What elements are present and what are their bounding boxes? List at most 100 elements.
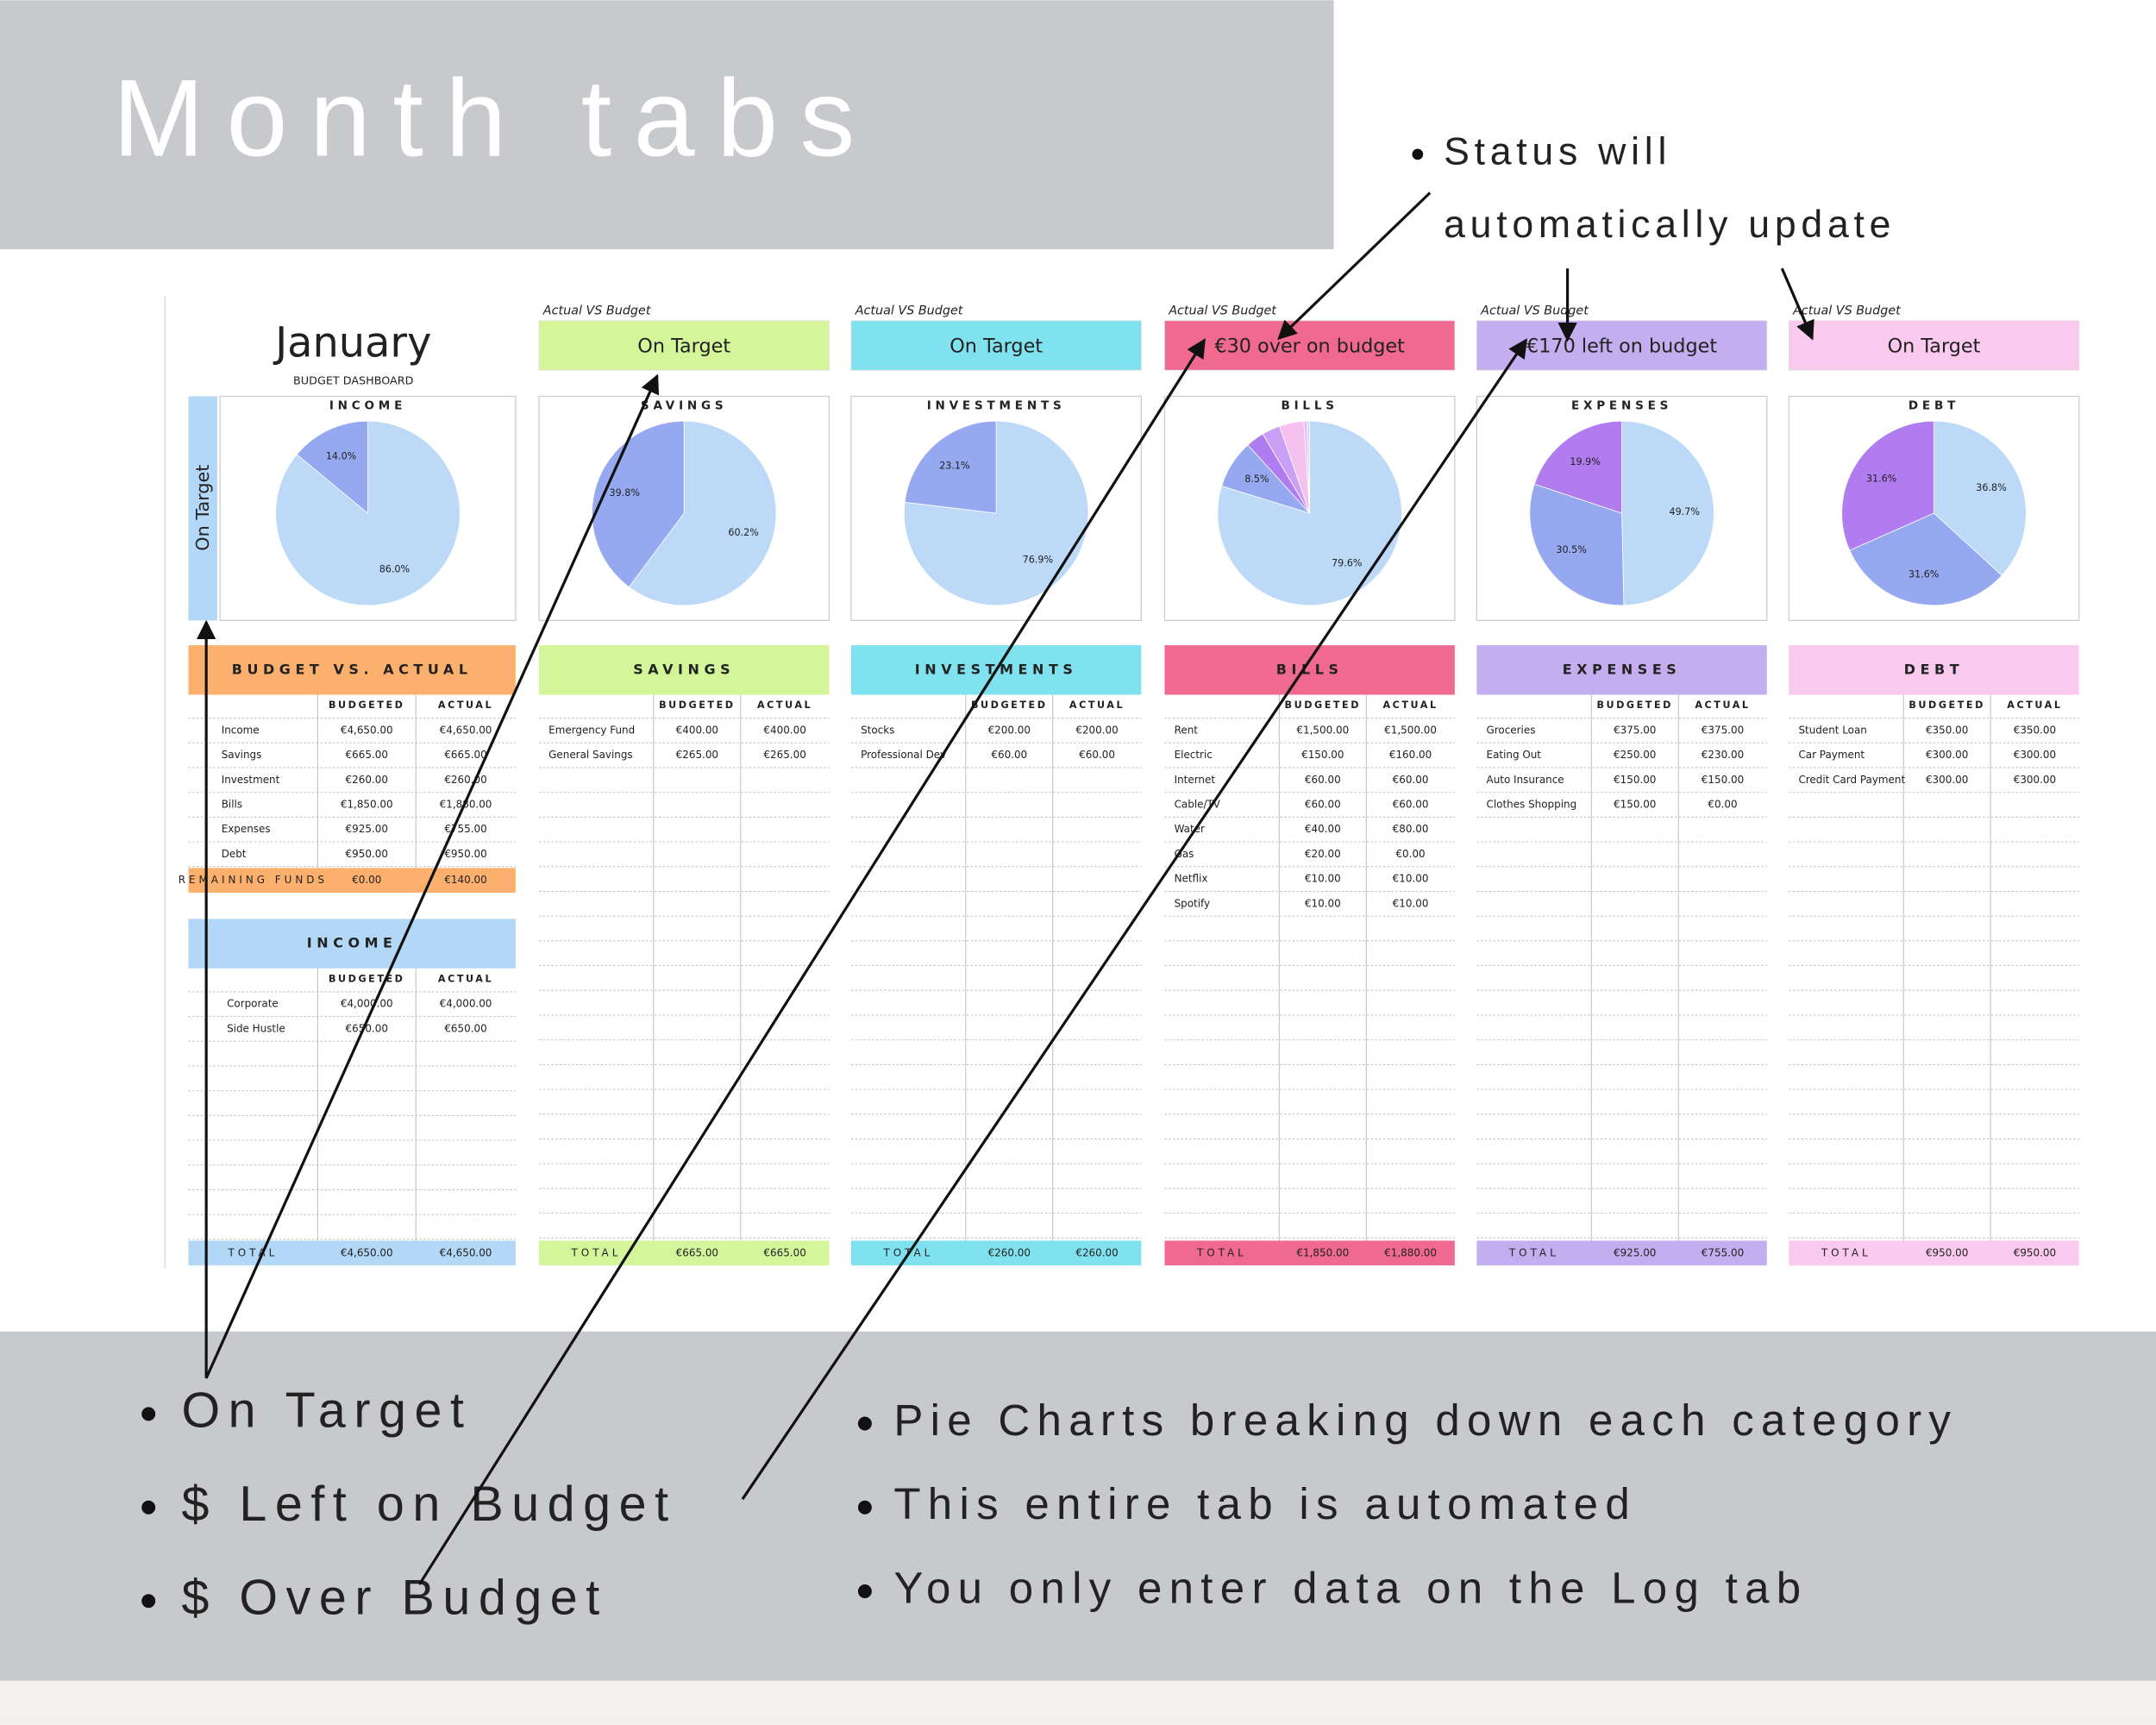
pie-label: 76.9% bbox=[1023, 554, 1053, 565]
pie-label: 60.2% bbox=[728, 527, 758, 538]
table-title: BILLS bbox=[1276, 661, 1344, 677]
table-header bbox=[1789, 645, 2079, 695]
footer-cell: €755.00 bbox=[1702, 1246, 1744, 1258]
table-cell: €0.00 bbox=[1395, 848, 1425, 860]
table-cell: €300.00 bbox=[1926, 774, 1968, 786]
table-cell: €665.00 bbox=[444, 749, 486, 761]
pie-label: 14.0% bbox=[326, 450, 356, 461]
footer-cell: €0.00 bbox=[352, 874, 381, 886]
month-title: January bbox=[273, 320, 431, 367]
column-header: BUDGETED bbox=[1285, 699, 1362, 711]
arrow bbox=[417, 338, 1206, 1585]
pie-label: 39.8% bbox=[610, 487, 640, 499]
footer-cell: €260.00 bbox=[1075, 1246, 1118, 1258]
table-cell: €4,000.00 bbox=[440, 998, 492, 1010]
footer-cell: €950.00 bbox=[2014, 1246, 2056, 1258]
column-header: BUDGETED bbox=[329, 699, 405, 711]
status-box bbox=[1788, 320, 2080, 371]
callout-text: automatically update bbox=[1444, 204, 1896, 246]
bullet bbox=[857, 1500, 872, 1515]
pie-slice bbox=[904, 420, 997, 514]
pie-label: 31.6% bbox=[1908, 569, 1939, 580]
table-cell: €10.00 bbox=[1393, 897, 1429, 909]
bullet bbox=[141, 1594, 156, 1609]
pie-label: 23.1% bbox=[939, 461, 969, 472]
arrows bbox=[196, 191, 1814, 1585]
footer-cell: €1,880.00 bbox=[1384, 1246, 1437, 1258]
table-cell: €200.00 bbox=[1075, 724, 1118, 736]
table-cell: Netflix bbox=[1175, 873, 1208, 885]
table-cell: €650.00 bbox=[444, 1022, 486, 1034]
status-label: Actual VS Budget bbox=[1792, 304, 1902, 318]
bullet bbox=[857, 1584, 872, 1598]
table-cell: €300.00 bbox=[2014, 774, 2056, 786]
arrow bbox=[741, 338, 1528, 1501]
table-cell: €1,850.00 bbox=[341, 799, 393, 811]
table-cell: Credit Card Payment bbox=[1798, 774, 1905, 786]
column-header: BUDGETED bbox=[971, 699, 1048, 711]
pie-slice bbox=[1621, 420, 1714, 606]
table-cell: €40.00 bbox=[1305, 823, 1341, 835]
column-header: BUDGETED bbox=[659, 699, 736, 711]
table-header bbox=[188, 919, 516, 969]
table-cell: €60.00 bbox=[1305, 774, 1341, 786]
table-footer bbox=[188, 868, 516, 894]
table-cell: Debt bbox=[222, 848, 247, 860]
status-side: On Target bbox=[192, 465, 213, 551]
table-cell: €230.00 bbox=[1702, 749, 1744, 761]
status-label: Actual VS Budget bbox=[1480, 304, 1589, 318]
callout-text: $ Left on Budget bbox=[181, 1477, 676, 1532]
table-footer bbox=[850, 1240, 1142, 1266]
callout-text: You only enter data on the Log tab bbox=[893, 1564, 1808, 1613]
pie-slice bbox=[1306, 420, 1311, 514]
pie-slice bbox=[1841, 420, 1934, 551]
pie-slice bbox=[1849, 512, 2002, 606]
table-cell: €400.00 bbox=[763, 724, 805, 736]
status-label: Actual VS Budget bbox=[855, 304, 964, 318]
table-cell: Internet bbox=[1175, 774, 1216, 786]
table-cell: €375.00 bbox=[1614, 724, 1656, 736]
dashboard: January BUDGET DASHBOARD On Target INCOME 86… bbox=[179, 304, 2080, 1266]
table-footer bbox=[539, 1240, 830, 1266]
footer-cell: REMAINING FUNDS bbox=[179, 874, 328, 886]
pie-slice bbox=[1934, 420, 2027, 576]
status-box bbox=[1164, 320, 1456, 371]
column-header: ACTUAL bbox=[1069, 699, 1125, 711]
table-cell: €1,500.00 bbox=[1384, 724, 1437, 736]
table-cell: €80.00 bbox=[1393, 823, 1429, 835]
bullet bbox=[857, 1416, 872, 1431]
table-cell: €650.00 bbox=[346, 1022, 388, 1034]
footer-cell: TOTAL bbox=[1196, 1246, 1247, 1258]
table-cell: €950.00 bbox=[444, 848, 486, 860]
table-footer bbox=[1789, 1240, 2079, 1266]
status-label: Actual VS Budget bbox=[1168, 304, 1277, 318]
table-cell: €350.00 bbox=[2014, 724, 2056, 736]
table-cell: €200.00 bbox=[988, 724, 1031, 736]
table-header bbox=[1164, 645, 1455, 695]
status-text: €170 left on budget bbox=[1526, 336, 1717, 358]
pie-slice bbox=[628, 420, 777, 606]
footer-cell: €950.00 bbox=[1926, 1246, 1968, 1258]
table-cell: €4,650.00 bbox=[341, 724, 393, 736]
table-title: EXPENSES bbox=[1563, 661, 1682, 677]
table-header bbox=[539, 645, 830, 695]
pie-slice bbox=[1533, 420, 1622, 514]
arrow bbox=[1780, 267, 1814, 341]
callout-text: Pie Charts breaking down each category bbox=[893, 1396, 1958, 1445]
footer-cell: €665.00 bbox=[676, 1246, 718, 1258]
table-cell: €150.00 bbox=[1614, 774, 1656, 786]
table-cell: €1,500.00 bbox=[1296, 724, 1349, 736]
table-cell: €300.00 bbox=[1926, 749, 1968, 761]
footer-cell: €140.00 bbox=[444, 874, 486, 886]
table-cell: €10.00 bbox=[1305, 897, 1341, 909]
status-text: On Target bbox=[637, 336, 730, 358]
table-cell: €400.00 bbox=[676, 724, 718, 736]
chart-title: EXPENSES bbox=[1571, 399, 1672, 413]
table-footer bbox=[1476, 1240, 1767, 1266]
table-cell: €350.00 bbox=[1926, 724, 1968, 736]
status-text: €30 over on budget bbox=[1214, 336, 1405, 358]
footer-cell: TOTAL bbox=[882, 1246, 933, 1258]
table-cell: Bills bbox=[222, 799, 242, 811]
table-cell: €160.00 bbox=[1389, 749, 1432, 761]
